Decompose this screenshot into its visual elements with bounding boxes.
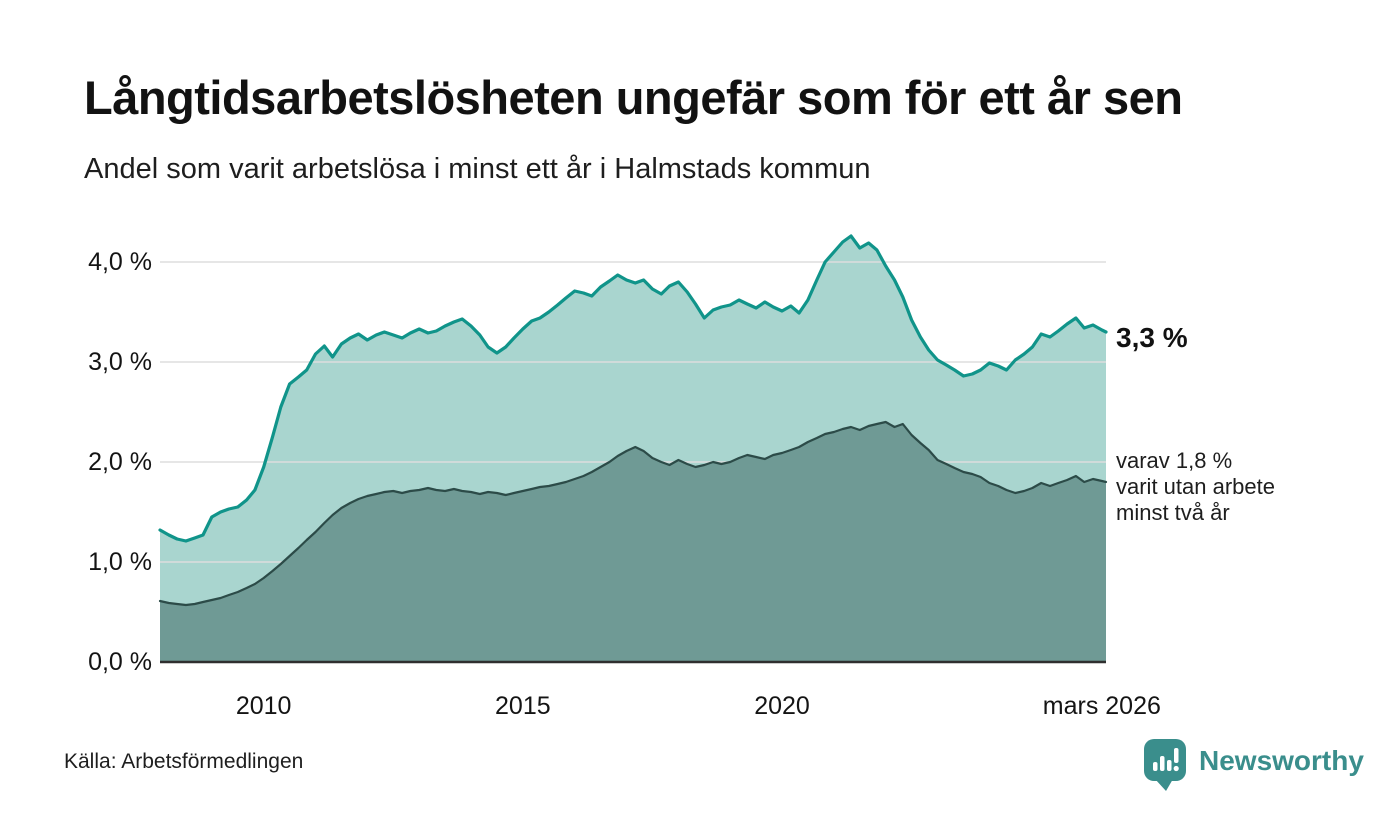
y-tick-label: 0,0 %	[88, 648, 152, 676]
newsworthy-icon	[1144, 739, 1186, 791]
page-subtitle: Andel som varit arbetslösa i minst ett å…	[84, 153, 871, 185]
area-fill-min-two-years	[160, 422, 1106, 662]
secondary-value-label: varav 1,8 % varit utan arbete minst två …	[1116, 448, 1275, 526]
latest-value-label: 3,3 %	[1116, 322, 1188, 353]
secondary-value-line: minst två år	[1116, 500, 1230, 525]
x-tick-label: 2015	[495, 692, 551, 720]
secondary-value-line: varit utan arbete	[1116, 474, 1275, 499]
secondary-value-line: varav 1,8 %	[1116, 448, 1233, 473]
y-tick-label: 2,0 %	[88, 448, 152, 476]
newsworthy-logo[interactable]: Newsworthy	[1143, 738, 1364, 792]
line-min-one-year	[158, 234, 1108, 543]
newsworthy-wordmark: Newsworthy	[1199, 745, 1364, 776]
y-tick-label: 4,0 %	[88, 248, 152, 276]
line-min-two-years	[158, 420, 1108, 607]
x-tick-label: mars 2026	[1042, 692, 1161, 720]
x-tick-label: 2010	[235, 692, 292, 720]
y-tick-label: 3,0 %	[88, 348, 152, 376]
x-tick-label: 2020	[754, 692, 810, 720]
source-label: Källa: Arbetsförmedlingen	[64, 750, 304, 773]
y-tick-label: 1,0 %	[88, 548, 152, 576]
page-title: Långtidsarbetslösheten ungefär som för e…	[84, 71, 1183, 124]
